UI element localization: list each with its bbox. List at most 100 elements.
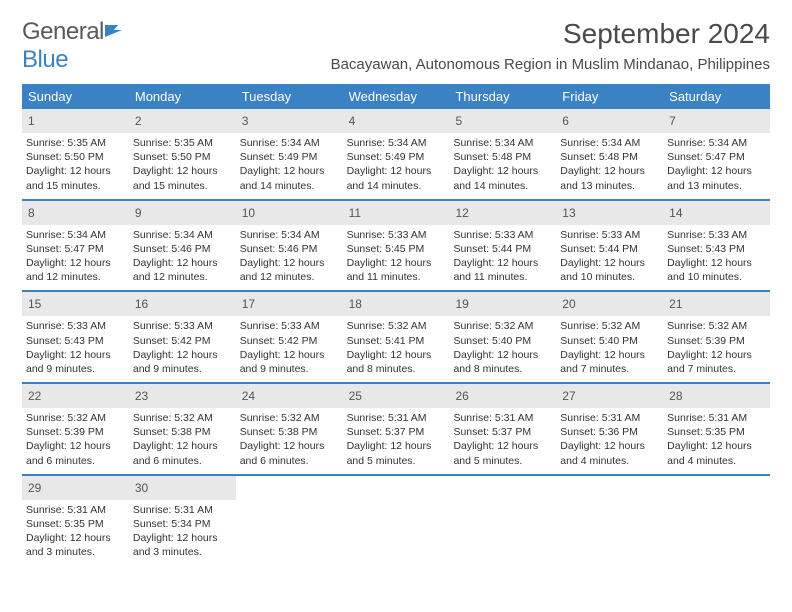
day-text: Sunrise: 5:32 AMSunset: 5:40 PMDaylight:… (560, 319, 659, 376)
day-cell-empty (556, 476, 663, 566)
day-number: 11 (349, 206, 361, 220)
weeks-container: 1Sunrise: 5:35 AMSunset: 5:50 PMDaylight… (22, 109, 770, 565)
day-cell-empty (343, 476, 450, 566)
day-num-row: 17 (236, 292, 343, 316)
day-number: 10 (242, 206, 255, 220)
day-text: Sunrise: 5:33 AMSunset: 5:44 PMDaylight:… (560, 228, 659, 285)
day-cell: 22 Sunrise: 5:32 AMSunset: 5:39 PMDayligh… (22, 384, 129, 474)
day-cell-empty (663, 476, 770, 566)
day-cell: 23Sunrise: 5:32 AMSunset: 5:38 PMDayligh… (129, 384, 236, 474)
day-cell: 18 Sunrise: 5:32 AMSunset: 5:41 PMDayligh… (343, 292, 450, 382)
day-num-row: 5 (449, 109, 556, 133)
day-cell: 29 Sunrise: 5:31 AMSunset: 5:35 PMDayligh… (22, 476, 129, 566)
day-cell: 8 Sunrise: 5:34 AMSunset: 5:47 PMDaylight… (22, 201, 129, 291)
day-cell: 10Sunrise: 5:34 AMSunset: 5:46 PMDayligh… (236, 201, 343, 291)
day-text: Sunrise: 5:34 AMSunset: 5:48 PMDaylight:… (453, 136, 552, 193)
day-num-row: 18 (343, 292, 450, 316)
day-num-row: 9 (129, 201, 236, 225)
day-text: Sunrise: 5:31 AMSunset: 5:35 PMDaylight:… (667, 411, 766, 468)
day-text: Sunrise: 5:31 AMSunset: 5:36 PMDaylight:… (560, 411, 659, 468)
day-text: Sunrise: 5:32 AMSunset: 5:39 PMDaylight:… (667, 319, 766, 376)
day-num-row: 20 (556, 292, 663, 316)
day-text: Sunrise: 5:33 AMSunset: 5:45 PMDaylight:… (347, 228, 446, 285)
day-number: 22 (28, 389, 41, 403)
day-cell: 25Sunrise: 5:31 AMSunset: 5:37 PMDayligh… (343, 384, 450, 474)
day-cell: 11 Sunrise: 5:33 AMSunset: 5:45 PMDayligh… (343, 201, 450, 291)
day-cell: 28 Sunrise: 5:31 AMSunset: 5:35 PMDayligh… (663, 384, 770, 474)
day-number: 28 (669, 389, 682, 403)
logo-text: General Blue (22, 18, 126, 74)
day-cell: 3Sunrise: 5:34 AMSunset: 5:49 PMDaylight… (236, 109, 343, 199)
week-row: 8 Sunrise: 5:34 AMSunset: 5:47 PMDaylight… (22, 201, 770, 293)
day-text: Sunrise: 5:34 AMSunset: 5:46 PMDaylight:… (133, 228, 232, 285)
logo-blue: Blue (22, 46, 68, 73)
day-text: Sunrise: 5:32 AMSunset: 5:39 PMDaylight:… (26, 411, 125, 468)
title-block: September 2024 Bacayawan, Autonomous Reg… (331, 18, 770, 73)
day-num-row: 10 (236, 201, 343, 225)
day-cell: 6 Sunrise: 5:34 AMSunset: 5:48 PMDaylight… (556, 109, 663, 199)
day-num-row: 29 (22, 476, 129, 500)
day-text: Sunrise: 5:33 AMSunset: 5:44 PMDaylight:… (453, 228, 552, 285)
day-num-row: 4 (343, 109, 450, 133)
day-text: Sunrise: 5:31 AMSunset: 5:35 PMDaylight:… (26, 503, 125, 560)
day-cell: 2 Sunrise: 5:35 AMSunset: 5:50 PMDaylight… (129, 109, 236, 199)
day-cell: 7Sunrise: 5:34 AMSunset: 5:47 PMDaylight… (663, 109, 770, 199)
day-number: 6 (562, 114, 569, 128)
day-number: 26 (455, 389, 468, 403)
day-cell: 5 Sunrise: 5:34 AMSunset: 5:48 PMDaylight… (449, 109, 556, 199)
day-number: 13 (562, 206, 575, 220)
day-num-row: 16 (129, 292, 236, 316)
day-cell: 27 Sunrise: 5:31 AMSunset: 5:36 PMDayligh… (556, 384, 663, 474)
day-number: 20 (562, 297, 575, 311)
day-num-row: 12 (449, 201, 556, 225)
day-text: Sunrise: 5:32 AMSunset: 5:41 PMDaylight:… (347, 319, 446, 376)
dow-monday: Monday (129, 84, 236, 109)
day-num-row: 6 (556, 109, 663, 133)
day-number: 25 (349, 389, 362, 403)
day-num-row: 8 (22, 201, 129, 225)
day-num-row: 15 (22, 292, 129, 316)
day-cell: 16Sunrise: 5:33 AMSunset: 5:42 PMDayligh… (129, 292, 236, 382)
day-number: 8 (28, 206, 35, 220)
day-number: 23 (135, 389, 148, 403)
day-cell: 30 Sunrise: 5:31 AMSunset: 5:34 PMDayligh… (129, 476, 236, 566)
day-text: Sunrise: 5:31 AMSunset: 5:34 PMDaylight:… (133, 503, 232, 560)
day-cell: 9 Sunrise: 5:34 AMSunset: 5:46 PMDaylight… (129, 201, 236, 291)
day-cell: 24Sunrise: 5:32 AMSunset: 5:38 PMDayligh… (236, 384, 343, 474)
page-title: September 2024 (331, 18, 770, 50)
day-text: Sunrise: 5:33 AMSunset: 5:43 PMDaylight:… (667, 228, 766, 285)
day-number: 14 (669, 206, 682, 220)
day-num-row: 14 (663, 201, 770, 225)
logo-flag-icon (104, 18, 126, 46)
day-number: 27 (562, 389, 575, 403)
calendar: SundayMondayTuesdayWednesdayThursdayFrid… (22, 84, 770, 565)
day-text: Sunrise: 5:35 AMSunset: 5:50 PMDaylight:… (26, 136, 125, 193)
day-text: Sunrise: 5:34 AMSunset: 5:47 PMDaylight:… (26, 228, 125, 285)
dow-row: SundayMondayTuesdayWednesdayThursdayFrid… (22, 84, 770, 109)
day-text: Sunrise: 5:34 AMSunset: 5:48 PMDaylight:… (560, 136, 659, 193)
day-cell: 20 Sunrise: 5:32 AMSunset: 5:40 PMDayligh… (556, 292, 663, 382)
day-number: 21 (669, 297, 682, 311)
day-cell: 13 Sunrise: 5:33 AMSunset: 5:44 PMDayligh… (556, 201, 663, 291)
day-number: 3 (242, 114, 249, 128)
day-cell: 1Sunrise: 5:35 AMSunset: 5:50 PMDaylight… (22, 109, 129, 199)
header: General Blue September 2024 Bacayawan, A… (22, 18, 770, 74)
day-cell: 14 Sunrise: 5:33 AMSunset: 5:43 PMDayligh… (663, 201, 770, 291)
day-num-row: 11 (343, 201, 450, 225)
day-cell: 19Sunrise: 5:32 AMSunset: 5:40 PMDayligh… (449, 292, 556, 382)
day-number: 18 (349, 297, 362, 311)
day-num-row: 2 (129, 109, 236, 133)
dow-sunday: Sunday (22, 84, 129, 109)
dow-thursday: Thursday (449, 84, 556, 109)
logo-general: General (22, 18, 104, 45)
dow-wednesday: Wednesday (343, 84, 450, 109)
day-num-row: 24 (236, 384, 343, 408)
day-num-row: 22 (22, 384, 129, 408)
day-num-row: 23 (129, 384, 236, 408)
day-num-row: 30 (129, 476, 236, 500)
dow-friday: Friday (556, 84, 663, 109)
logo: General Blue (22, 18, 126, 74)
day-cell: 26Sunrise: 5:31 AMSunset: 5:37 PMDayligh… (449, 384, 556, 474)
day-text: Sunrise: 5:35 AMSunset: 5:50 PMDaylight:… (133, 136, 232, 193)
week-row: 22 Sunrise: 5:32 AMSunset: 5:39 PMDayligh… (22, 384, 770, 476)
